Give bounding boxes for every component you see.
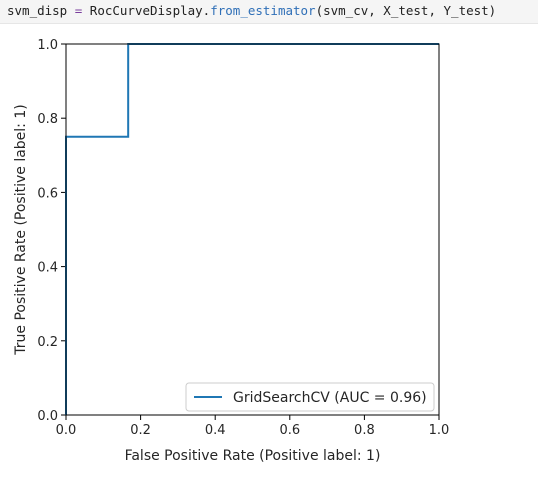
- x-axis-label: False Positive Rate (Positive label: 1): [125, 448, 381, 464]
- y-tick-label: 0.2: [37, 335, 58, 350]
- y-tick-label: 0.8: [37, 112, 58, 127]
- y-axis-label: True Positive Rate (Positive label: 1): [13, 104, 29, 355]
- x-tick-label: 0.4: [205, 423, 226, 438]
- legend-box: [185, 382, 435, 412]
- code-cell[interactable]: svm_disp = RocCurveDisplay.from_estimato…: [0, 0, 538, 24]
- x-tick-label: 0.2: [130, 423, 151, 438]
- roc-curve-line: [65, 43, 439, 415]
- code-arguments: (svm_cv, X_test, Y_test): [315, 3, 497, 18]
- code-variable: svm_disp: [7, 3, 68, 18]
- axis-ticks: 0.0 0.2 0.4 0.6 0.8 1.0 0.0 0.2 0.4 0.6 0.8 1.0: [37, 38, 449, 438]
- y-tick-label: 0.4: [37, 261, 58, 276]
- x-tick-label: 0.0: [56, 423, 77, 438]
- code-line: svm_disp = RocCurveDisplay.from_estimato…: [7, 3, 496, 19]
- series-layer: [65, 43, 439, 415]
- x-tick-label: 0.8: [354, 423, 375, 438]
- legend: GridSearchCV (AUC = 0.96): [185, 382, 435, 412]
- code-method: from_estimator: [210, 3, 316, 18]
- y-tick-label: 0.0: [37, 409, 58, 424]
- code-object: RocCurveDisplay.: [89, 3, 211, 18]
- code-operator: =: [67, 3, 90, 18]
- x-tick-label: 1.0: [429, 423, 450, 438]
- legend-label: GridSearchCV (AUC = 0.96): [233, 390, 427, 406]
- y-tick-label: 0.6: [37, 186, 58, 201]
- plot-frame: [65, 43, 440, 416]
- y-tick-label: 1.0: [37, 38, 58, 53]
- x-tick-label: 0.6: [279, 423, 300, 438]
- roc-chart: 0.0 0.2 0.4 0.6 0.8 1.0 0.0 0.2 0.4 0.6 0.8 1.0 Fal…: [13, 38, 449, 464]
